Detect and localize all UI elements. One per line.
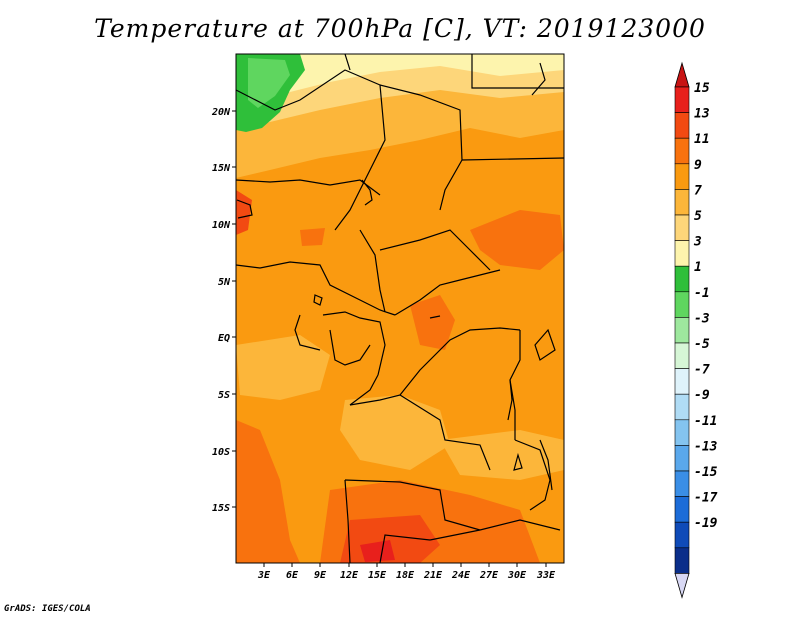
lat-tick-label: EQ (218, 333, 230, 344)
lat-tick-label: 20N (211, 107, 231, 118)
map-frame (235, 53, 565, 564)
lat-tick-label: 5S (218, 390, 230, 401)
lon-tick-label: 27E (479, 570, 499, 581)
credit-text: GrADS: IGES/COLA (4, 604, 91, 614)
lon-tick-label: 3E (257, 570, 271, 581)
colorbar-top-arrow (674, 61, 690, 88)
lat-tick-label: 15N (212, 163, 231, 174)
colorbar-segment (674, 137, 690, 165)
map-title: Temperature at 700hPa [C], VT: 201912300… (94, 14, 706, 43)
colorbar-label: -11 (694, 414, 717, 429)
colorbar-segment (674, 240, 690, 267)
colorbar-label: 15 (694, 81, 710, 96)
colorbar-label: 7 (694, 183, 702, 198)
lat-tick-label: 10S (212, 447, 230, 458)
colorbar-segment (674, 163, 690, 190)
colorbar-segment (674, 342, 690, 369)
colorbar-label: -19 (694, 516, 718, 531)
colorbar-segment (674, 291, 690, 318)
colorbar-label: 5 (694, 209, 702, 224)
colorbar-label: 1 (694, 260, 702, 275)
lon-tick-label: 30E (507, 570, 527, 581)
lat-tick-label: 15S (212, 503, 230, 514)
lon-tick-label: 12E (340, 570, 359, 581)
colorbar-label: 3 (693, 235, 702, 250)
colorbar-label: -5 (694, 337, 710, 352)
lon-tick-label: 33E (536, 570, 556, 581)
colorbar-segment (674, 496, 690, 523)
colorbar-segment (674, 368, 690, 395)
colorbar-label: 11 (694, 132, 710, 147)
lon-tick-label: 15E (368, 570, 387, 581)
lon-tick-label: 24E (451, 570, 471, 581)
colorbar-segment (674, 112, 690, 139)
colorbar-segment (674, 419, 690, 446)
colorbar-label: -17 (694, 491, 718, 506)
lat-tick-label: 5N (218, 277, 231, 288)
colorbar-label: -15 (694, 465, 718, 480)
colorbar-segment (674, 445, 690, 472)
colorbar-segment (674, 470, 690, 497)
colorbar-segment (674, 189, 690, 216)
colorbar-label: -9 (694, 388, 710, 403)
temperature-field (236, 54, 564, 563)
latitude-axis: 20N 15N 10N 5N EQ 5S 10S 15S (211, 107, 236, 514)
colorbar-segment (674, 393, 690, 421)
colorbar-label: 13 (694, 107, 710, 122)
colorbar-segment (674, 265, 690, 293)
colorbar: 15 13 11 9 7 5 3 1 -1 -3 -5 -7 -9 -11 -13 -15 -17 -19 (674, 61, 718, 599)
colorbar-segment (674, 547, 690, 574)
country-borders (236, 54, 564, 563)
lon-tick-label: 18E (396, 570, 415, 581)
colorbar-label: -1 (694, 286, 710, 301)
colorbar-label: -3 (694, 311, 710, 326)
colorbar-bottom-arrow (674, 573, 690, 599)
longitude-axis: 3E 6E 9E 12E 15E 18E 21E 24E 27E 30E 33E (257, 563, 556, 581)
lat-tick-label: 10N (212, 220, 231, 231)
colorbar-segment (674, 214, 690, 241)
lon-tick-label: 21E (423, 570, 443, 581)
colorbar-segment (674, 521, 690, 549)
colorbar-label: -13 (694, 439, 718, 454)
colorbar-label: -7 (694, 363, 710, 378)
colorbar-label: 9 (694, 158, 702, 173)
colorbar-segment (674, 86, 690, 113)
lon-tick-label: 6E (286, 570, 299, 581)
colorbar-segment (674, 317, 690, 344)
lon-tick-label: 9E (314, 570, 327, 581)
